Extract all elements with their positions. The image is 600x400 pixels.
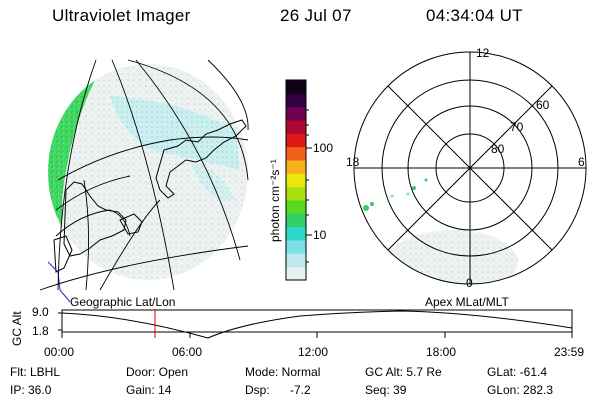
colorbar-segment (286, 200, 306, 214)
colorbar-tick-10: 10 (313, 228, 327, 242)
info-dsp-value: -7.2 (290, 383, 311, 397)
info-glon: GLon: 282.3 (487, 383, 554, 397)
info-dsp-label: Dsp: (245, 383, 270, 397)
info-ip: IP: 36.0 (10, 383, 52, 397)
colorbar-segment (286, 240, 306, 254)
info-glat: GLat: -61.4 (487, 365, 548, 379)
info-mode: Mode: Normal (245, 365, 321, 379)
altitude-curve (61, 310, 573, 339)
image-date: 26 Jul 07 (280, 6, 352, 25)
lat-label-70: 70 (510, 120, 524, 134)
info-seq: Seq: 39 (365, 383, 407, 397)
left-panel-label: Geographic Lat/Lon (70, 295, 176, 309)
altitude-xtick-0: 00:00 (44, 345, 75, 359)
colorbar-segment (286, 160, 306, 174)
colorbar-segment (286, 186, 306, 201)
lat-label-60: 60 (536, 98, 550, 112)
colorbar (285, 79, 312, 281)
colorbar-unit-label: photon cm⁻²s⁻¹ (268, 159, 282, 242)
lat-label-80: 80 (491, 142, 505, 156)
info-gc-alt: GC Alt: 5.7 Re (365, 365, 442, 379)
altitude-xtick-4: 23:59 (554, 345, 585, 359)
colorbar-segment (286, 173, 306, 188)
colorbar-segment (286, 80, 306, 94)
altitude-xtick-1: 06:00 (172, 345, 203, 359)
polar-plot (353, 51, 587, 285)
colorbar-segment (286, 226, 306, 241)
right-panel-label: Apex MLat/MLT (425, 295, 509, 309)
altitude-xtick-2: 12:00 (298, 345, 329, 359)
altitude-xtick-3: 18:00 (426, 345, 457, 359)
altitude-ytick-min: 1.8 (32, 324, 49, 338)
altitude-ylabel: GC Alt (10, 311, 24, 346)
altitude-ytick-max: 9.0 (32, 305, 49, 319)
colorbar-segment (286, 253, 306, 268)
info-door: Door: Open (126, 365, 189, 379)
geographic-image (39, 59, 249, 303)
info-filter: Flt: LBHL (10, 365, 61, 379)
colorbar-segment (286, 213, 306, 228)
colorbar-segment (286, 266, 306, 281)
instrument-title: Ultraviolet Imager (52, 6, 191, 25)
image-time: 04:34:04 UT (426, 6, 523, 25)
info-gain: Gain: 14 (126, 383, 172, 397)
mlt-label-18: 18 (346, 155, 360, 169)
colorbar-segment (286, 120, 306, 134)
mlt-label-6: 6 (578, 155, 585, 169)
colorbar-segment (286, 106, 306, 121)
altitude-plot (58, 309, 573, 339)
mlt-label-0: 0 (466, 276, 473, 290)
colorbar-segment (286, 146, 306, 161)
colorbar-segment (286, 133, 306, 148)
colorbar-tick-100: 100 (313, 141, 334, 155)
mlt-label-12: 12 (476, 46, 490, 60)
colorbar-segment (286, 93, 306, 108)
